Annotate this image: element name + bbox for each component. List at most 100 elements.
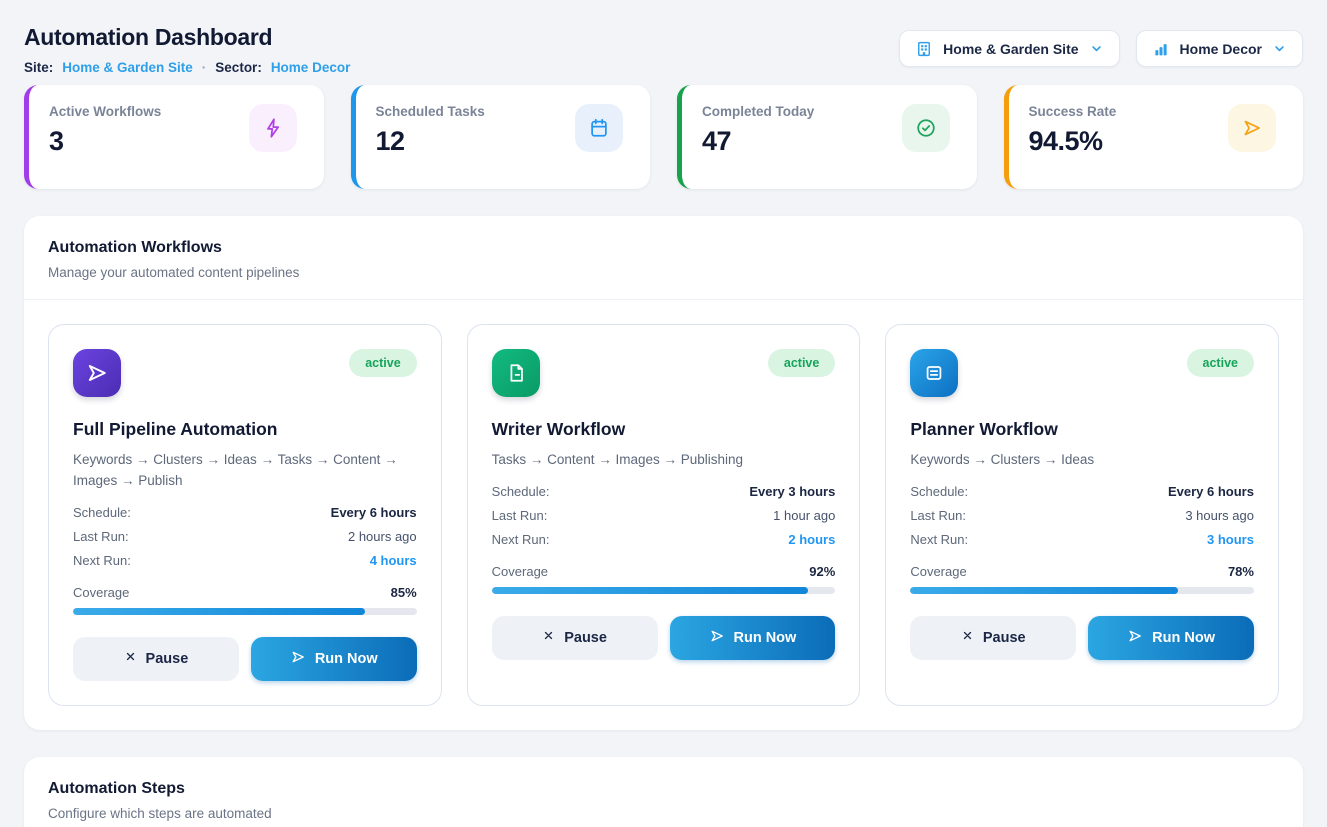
workflow-description: Tasks → Content → Images → Publishing bbox=[491, 452, 744, 467]
last-run-label: Last Run: bbox=[491, 507, 548, 523]
steps-section-header: Automation Steps Configure which steps a… bbox=[24, 757, 1303, 827]
sector-dropdown[interactable]: Home Decor bbox=[1135, 30, 1303, 67]
steps-section-title: Automation Steps bbox=[48, 779, 185, 797]
coverage-block: Coverage 92% bbox=[491, 563, 836, 594]
coverage-value: 92% bbox=[809, 563, 836, 579]
site-dropdown[interactable]: Home & Garden Site bbox=[899, 30, 1120, 67]
site-link[interactable]: Home & Garden Site bbox=[62, 60, 193, 75]
workflow-card-top: active bbox=[73, 349, 417, 397]
next-run-label: Next Run: bbox=[910, 531, 969, 547]
workflow-meta: Schedule: Every 3 hours Last Run: 1 hour… bbox=[492, 484, 836, 547]
list-icon bbox=[910, 349, 959, 397]
run-now-button-label: Run Now bbox=[733, 629, 797, 646]
breadcrumb-separator: · bbox=[201, 60, 207, 75]
workflow-name: Planner Workflow bbox=[910, 419, 1058, 439]
schedule-label: Schedule: bbox=[491, 483, 550, 499]
stat-label: Active Workflows bbox=[49, 104, 162, 119]
schedule-value: Every 6 hours bbox=[330, 504, 417, 520]
workflow-card-top: active bbox=[910, 349, 1254, 397]
sector-dropdown-label: Home Decor bbox=[1179, 40, 1262, 57]
stat-card-scheduled-tasks: Scheduled Tasks 12 bbox=[350, 85, 650, 189]
coverage-label: Coverage bbox=[491, 563, 549, 579]
coverage-progress-fill bbox=[910, 586, 1179, 594]
status-badge: active bbox=[1186, 349, 1254, 377]
next-run-value: 4 hours bbox=[369, 552, 417, 568]
stat-card-success-rate: Success Rate 94.5% bbox=[1003, 85, 1303, 189]
workflow-description: Keywords → Clusters → Ideas bbox=[910, 452, 1095, 467]
pause-button-label: Pause bbox=[145, 650, 189, 667]
workflow-actions: Pause Run Now bbox=[73, 636, 417, 681]
status-badge: active bbox=[349, 349, 417, 377]
workflow-cards: active Full Pipeline Automation Keywords… bbox=[24, 300, 1303, 730]
workflow-actions: Pause Run Now bbox=[910, 615, 1254, 660]
check-circle-icon bbox=[901, 104, 950, 152]
lightning-icon bbox=[248, 104, 297, 152]
workflows-section-header: Automation Workflows Manage your automat… bbox=[24, 216, 1303, 300]
building-icon bbox=[915, 40, 933, 58]
schedule-row: Schedule: Every 6 hours bbox=[73, 505, 417, 520]
stat-card-active-workflows: Active Workflows 3 bbox=[24, 85, 324, 189]
breadcrumb: Site: Home & Garden Site · Sector: Home … bbox=[24, 60, 350, 75]
run-now-button[interactable]: Run Now bbox=[1088, 615, 1254, 660]
workflow-meta: Schedule: Every 6 hours Last Run: 3 hour… bbox=[910, 484, 1254, 547]
coverage-block: Coverage 78% bbox=[910, 564, 1254, 594]
stats-row: Active Workflows 3 Scheduled Tasks 12 Co… bbox=[24, 85, 1303, 189]
last-run-value: 3 hours ago bbox=[1185, 507, 1254, 523]
stat-label: Scheduled Tasks bbox=[375, 104, 485, 119]
header-titles: Automation Dashboard Site: Home & Garden… bbox=[24, 24, 350, 75]
document-icon bbox=[491, 349, 540, 397]
coverage-progress-fill bbox=[73, 607, 366, 615]
workflow-card-top: active bbox=[491, 349, 836, 397]
workflow-card-full-pipeline: active Full Pipeline Automation Keywords… bbox=[48, 324, 442, 706]
run-now-button[interactable]: Run Now bbox=[250, 636, 417, 681]
coverage-label: Coverage bbox=[73, 584, 130, 600]
send-icon bbox=[73, 349, 121, 397]
workflow-meta: Schedule: Every 6 hours Last Run: 2 hour… bbox=[73, 505, 417, 568]
pause-button[interactable]: Pause bbox=[491, 615, 658, 660]
last-run-value: 1 hour ago bbox=[773, 507, 836, 523]
stat-value: 94.5% bbox=[1028, 126, 1104, 156]
workflows-section-title: Automation Workflows bbox=[48, 239, 222, 256]
pause-button-label: Pause bbox=[564, 629, 607, 646]
send-icon bbox=[1127, 628, 1143, 648]
workflow-actions: Pause Run Now bbox=[491, 615, 836, 660]
coverage-row: Coverage 78% bbox=[910, 564, 1254, 579]
pause-button[interactable]: Pause bbox=[73, 636, 239, 681]
next-run-row: Next Run: 4 hours bbox=[73, 553, 417, 568]
schedule-label: Schedule: bbox=[73, 504, 131, 520]
run-now-button-label: Run Now bbox=[1152, 629, 1215, 646]
coverage-label: Coverage bbox=[910, 563, 967, 579]
next-run-row: Next Run: 2 hours bbox=[492, 532, 836, 547]
send-icon bbox=[709, 628, 725, 648]
site-dropdown-label: Home & Garden Site bbox=[943, 40, 1079, 57]
stat-value: 47 bbox=[702, 126, 732, 156]
send-icon bbox=[1228, 104, 1276, 152]
sector-link[interactable]: Home Decor bbox=[270, 60, 351, 75]
next-run-row: Next Run: 3 hours bbox=[910, 532, 1254, 547]
sector-label: Sector: bbox=[215, 60, 262, 75]
bar-chart-icon bbox=[1152, 40, 1170, 58]
chevron-down-icon bbox=[1272, 41, 1287, 56]
run-now-button[interactable]: Run Now bbox=[669, 615, 836, 660]
pause-button[interactable]: Pause bbox=[910, 615, 1077, 660]
last-run-label: Last Run: bbox=[73, 528, 129, 544]
stat-value: 12 bbox=[375, 126, 406, 156]
header-dropdowns: Home & Garden Site Home Decor bbox=[899, 30, 1303, 67]
workflow-name: Full Pipeline Automation bbox=[73, 419, 278, 439]
coverage-value: 85% bbox=[390, 584, 417, 600]
workflow-card-writer: active Writer Workflow Tasks → Content →… bbox=[466, 324, 861, 706]
workflows-section: Automation Workflows Manage your automat… bbox=[24, 216, 1303, 730]
automation-steps-section: Automation Steps Configure which steps a… bbox=[24, 756, 1303, 827]
chevron-down-icon bbox=[1089, 41, 1104, 56]
stat-label: Success Rate bbox=[1028, 104, 1117, 119]
x-icon bbox=[124, 650, 137, 667]
schedule-value: Every 3 hours bbox=[749, 483, 836, 499]
stat-value: 3 bbox=[49, 126, 64, 156]
workflow-description: Keywords → Clusters → Ideas → Tasks → Co… bbox=[73, 452, 398, 488]
coverage-row: Coverage 85% bbox=[73, 585, 417, 600]
coverage-progress-bar bbox=[491, 586, 836, 594]
stat-card-completed-today: Completed Today 47 bbox=[677, 85, 977, 189]
coverage-block: Coverage 85% bbox=[73, 585, 417, 615]
next-run-value: 2 hours bbox=[788, 531, 836, 547]
